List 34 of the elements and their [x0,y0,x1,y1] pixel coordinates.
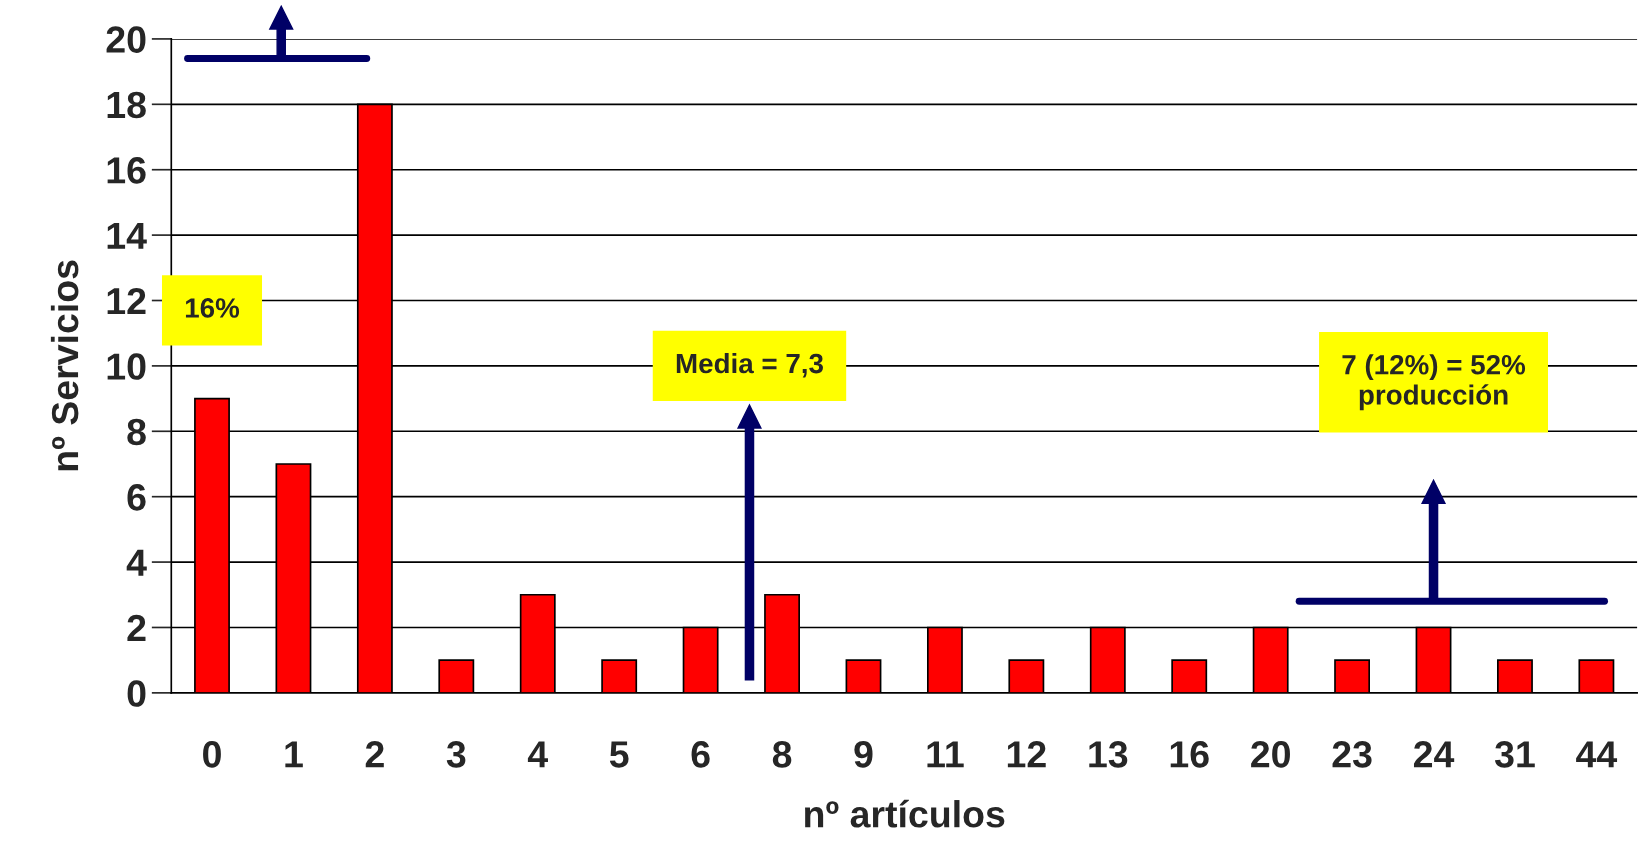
y-tick-label: 14 [107,222,147,249]
x-tick-label: 31 [1494,741,1535,768]
x-tick-label: 16 [1170,741,1209,768]
x-tick-label: 5 [609,741,629,768]
x-tick-label: 4 [527,741,548,768]
x-tick-label: 9 [854,741,873,768]
y-tick-label: 18 [107,91,146,119]
y-tick-label: 2 [127,614,146,642]
y-tick-label: 8 [127,418,146,446]
y-tick-label: 0 [127,680,146,707]
y-tick-label: 12 [107,287,146,315]
x-tick-label: 13 [1089,741,1128,768]
y-tick-label: 10 [107,353,146,380]
y-axis-title: nº Servicios [50,260,79,471]
x-tick-label: 3 [446,741,466,768]
x-tick-label: 23 [1332,741,1372,768]
x-axis-title: nº artículos [805,799,1005,828]
x-tick-label: 11 [927,741,964,768]
y-tick-label: 16 [107,157,146,184]
x-tick-label: 20 [1251,741,1290,768]
annotation: 7 (12%) = 52% producción [1342,354,1526,411]
x-tick-label: 24 [1413,741,1455,768]
y-tick-label: 20 [106,26,146,53]
x-tick-label: 2 [365,741,384,768]
x-tick-label: 6 [691,741,710,768]
y-tick-label: 6 [127,484,146,511]
annotation: Media = 7,3 [676,352,823,378]
x-tick-label: 1 [285,741,303,768]
annotation: 16% [185,298,240,318]
y-tick-label: 4 [126,549,147,576]
x-tick-label: 12 [1007,741,1046,768]
x-tick-label: 8 [772,741,792,768]
x-tick-label: 44 [1576,741,1618,768]
x-tick-label: 0 [203,741,221,768]
